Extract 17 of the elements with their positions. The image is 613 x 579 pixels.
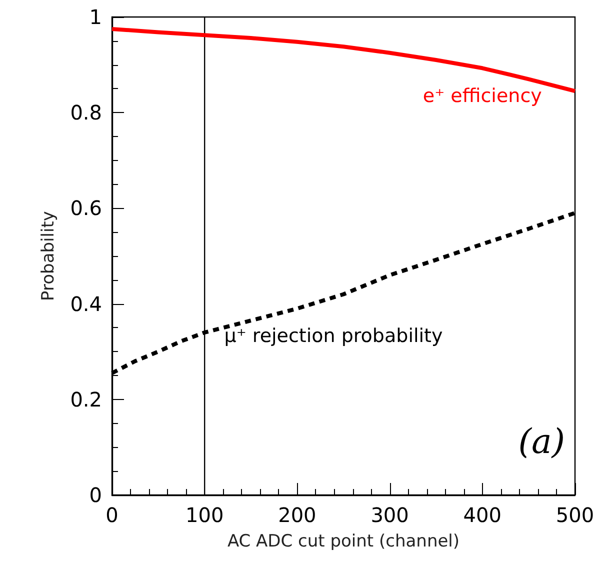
y-axis-title: Probability bbox=[38, 211, 58, 301]
x-tick-label: 500 bbox=[556, 503, 594, 527]
y-tick-label: 0 bbox=[89, 483, 102, 507]
annotation: (a) bbox=[518, 422, 566, 462]
x-axis-title: AC ADC cut point (channel) bbox=[227, 532, 460, 552]
y-tick-label: 0.8 bbox=[70, 100, 102, 125]
x-tick-label: 300 bbox=[370, 503, 409, 527]
y-tick-label: 1 bbox=[89, 5, 102, 29]
x-tick-label: 0 bbox=[106, 503, 118, 527]
y-tick-label: 0.4 bbox=[70, 292, 102, 316]
y-tick-label: 0.6 bbox=[70, 196, 102, 220]
x-tick-label: 400 bbox=[463, 503, 502, 527]
x-tick-label: 100 bbox=[186, 503, 224, 527]
y-tick-label: 0.2 bbox=[70, 387, 102, 412]
series-label: e⁺ efficiency bbox=[422, 85, 542, 108]
x-tick-label: 200 bbox=[278, 503, 316, 527]
series-label: μ⁺ rejection probability bbox=[224, 325, 443, 348]
